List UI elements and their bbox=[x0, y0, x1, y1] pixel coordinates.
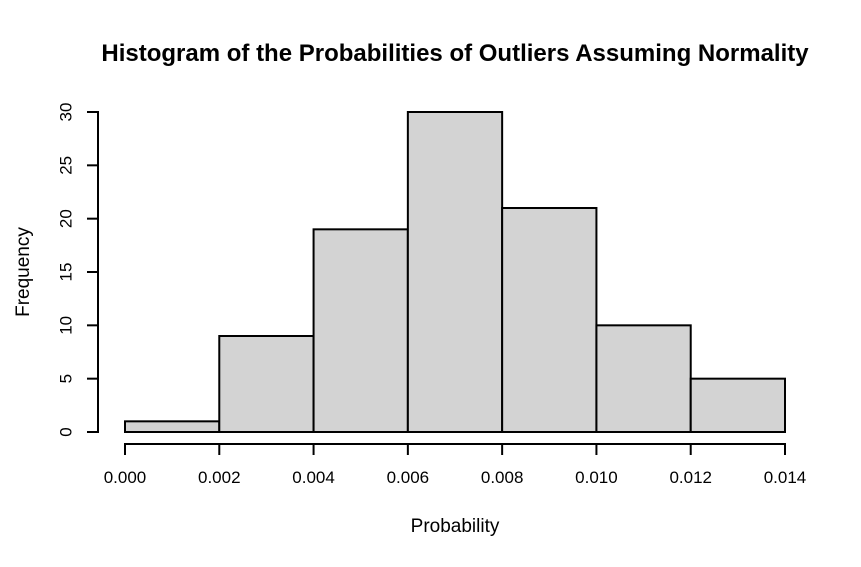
chart-title: Histogram of the Probabilities of Outlie… bbox=[101, 40, 809, 67]
x-axis-label: Probability bbox=[410, 516, 500, 537]
histogram-bar bbox=[689, 377, 787, 433]
y-tick-label: 30 bbox=[57, 103, 76, 122]
y-tick-label: 20 bbox=[57, 209, 76, 228]
histogram-bar bbox=[218, 335, 315, 433]
y-tick-label: 15 bbox=[57, 263, 76, 282]
x-tick-label: 0.000 bbox=[104, 468, 147, 487]
x-tick-label: 0.014 bbox=[764, 468, 807, 487]
x-tick-label: 0.010 bbox=[575, 468, 618, 487]
y-axis-label: Frequency bbox=[13, 227, 34, 317]
y-tick-label: 5 bbox=[57, 374, 76, 383]
x-tick-label: 0.006 bbox=[387, 468, 430, 487]
histogram-bar bbox=[501, 207, 598, 433]
histogram-bar bbox=[595, 324, 692, 434]
y-tick-label: 25 bbox=[57, 156, 76, 175]
histogram-bar bbox=[312, 228, 409, 433]
histogram-bar bbox=[406, 111, 504, 433]
x-tick-label: 0.008 bbox=[481, 468, 524, 487]
x-tick-label: 0.002 bbox=[198, 468, 241, 487]
histogram-bar bbox=[124, 420, 221, 434]
y-tick-label: 10 bbox=[57, 316, 76, 335]
y-tick-label: 0 bbox=[57, 427, 76, 436]
x-tick-label: 0.004 bbox=[292, 468, 335, 487]
x-tick-label: 0.012 bbox=[669, 468, 712, 487]
